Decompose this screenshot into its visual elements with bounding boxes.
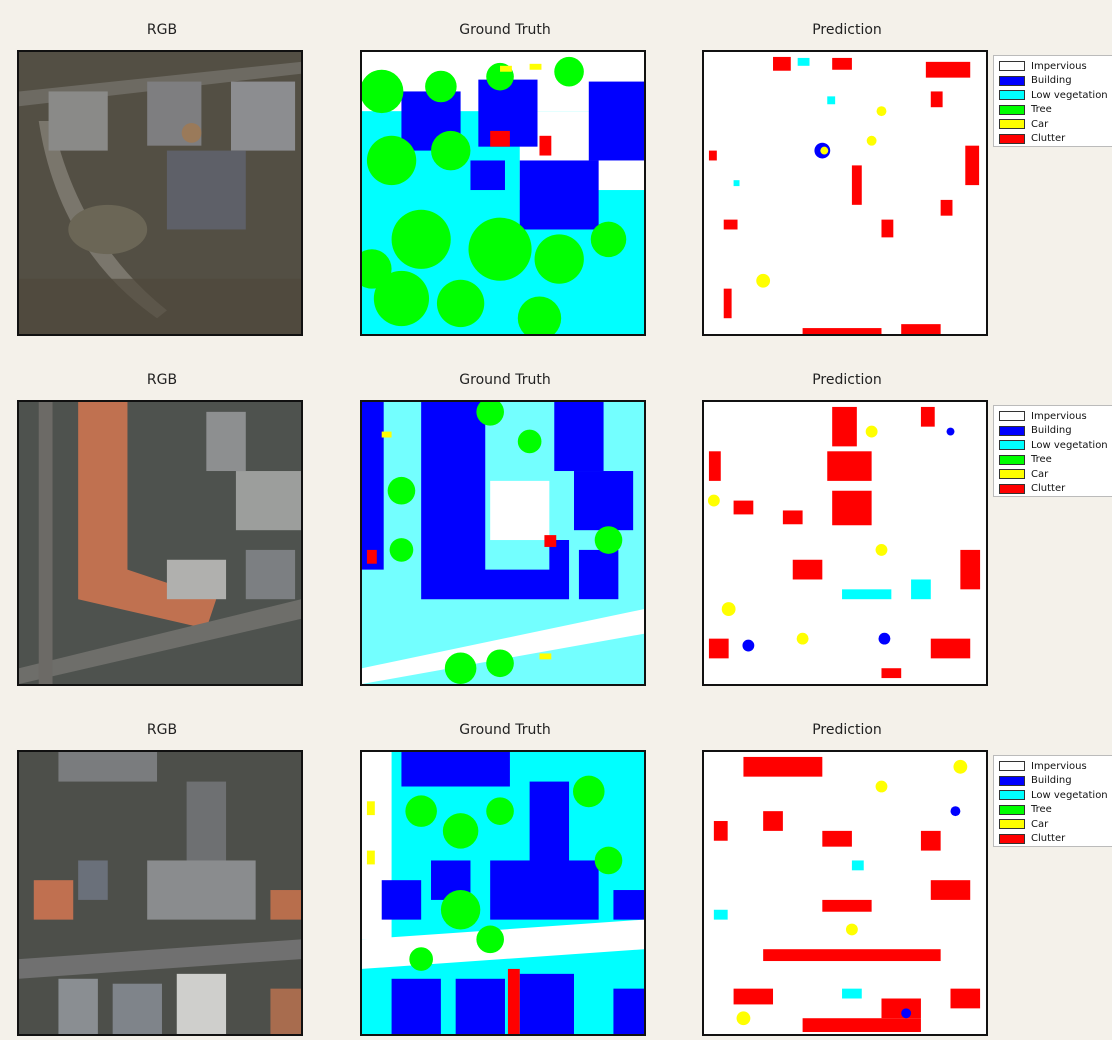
legend-item: Building (999, 774, 1112, 789)
prediction-image-row2 (702, 400, 988, 686)
swatch-clutter-icon (999, 833, 1025, 844)
swatch-building-icon (999, 425, 1025, 436)
legend-item: Car (999, 817, 1112, 832)
legend-item: Low vegetation (999, 438, 1112, 453)
ground-truth-title-row1: Ground Truth (459, 22, 551, 38)
swatch-car-icon (999, 819, 1025, 830)
ground-truth-image-row3 (360, 750, 646, 1036)
legend-item: Impervious (999, 409, 1112, 424)
legend-item: Clutter (999, 832, 1112, 847)
legend-item: Clutter (999, 482, 1112, 497)
ground-truth-image-row2 (360, 400, 646, 686)
ground-truth-title-row2: Ground Truth (459, 372, 551, 388)
rgb-title-row2: RGB (146, 372, 178, 388)
legend-item: Low vegetation (999, 88, 1112, 103)
legend-item: Tree (999, 453, 1112, 468)
legend-item: Clutter (999, 132, 1112, 147)
swatch-clutter-icon (999, 133, 1025, 144)
legend-item: Building (999, 424, 1112, 439)
swatch-low-vegetation-icon (999, 790, 1025, 801)
swatch-low-vegetation-icon (999, 440, 1025, 451)
legend-item: Car (999, 467, 1112, 482)
swatch-impervious-icon (999, 411, 1025, 422)
legend-row2: Impervious Building Low vegetation Tree … (993, 405, 1112, 497)
swatch-car-icon (999, 469, 1025, 480)
legend-item: Impervious (999, 59, 1112, 74)
swatch-tree-icon (999, 104, 1025, 115)
prediction-image-row3 (702, 750, 988, 1036)
ground-truth-image-row1 (360, 50, 646, 336)
swatch-building-icon (999, 75, 1025, 86)
swatch-low-vegetation-icon (999, 90, 1025, 101)
rgb-title-row1: RGB (146, 22, 178, 38)
legend-item: Building (999, 74, 1112, 89)
swatch-building-icon (999, 775, 1025, 786)
legend-item: Car (999, 117, 1112, 132)
swatch-tree-icon (999, 804, 1025, 815)
legend-item: Tree (999, 803, 1112, 818)
prediction-title-row1: Prediction (812, 22, 882, 38)
swatch-clutter-icon (999, 483, 1025, 494)
legend-row3: Impervious Building Low vegetation Tree … (993, 755, 1112, 847)
prediction-title-row3: Prediction (812, 722, 882, 738)
legend-item: Low vegetation (999, 788, 1112, 803)
prediction-image-row1 (702, 50, 988, 336)
legend-item: Tree (999, 103, 1112, 118)
rgb-image-row2 (17, 400, 303, 686)
swatch-impervious-icon (999, 61, 1025, 72)
rgb-image-row1 (17, 50, 303, 336)
rgb-image-row3 (17, 750, 303, 1036)
prediction-title-row2: Prediction (812, 372, 882, 388)
rgb-title-row3: RGB (146, 722, 178, 738)
legend-row1: Impervious Building Low vegetation Tree … (993, 55, 1112, 147)
swatch-impervious-icon (999, 761, 1025, 772)
legend-item: Impervious (999, 759, 1112, 774)
swatch-tree-icon (999, 454, 1025, 465)
swatch-car-icon (999, 119, 1025, 130)
ground-truth-title-row3: Ground Truth (459, 722, 551, 738)
